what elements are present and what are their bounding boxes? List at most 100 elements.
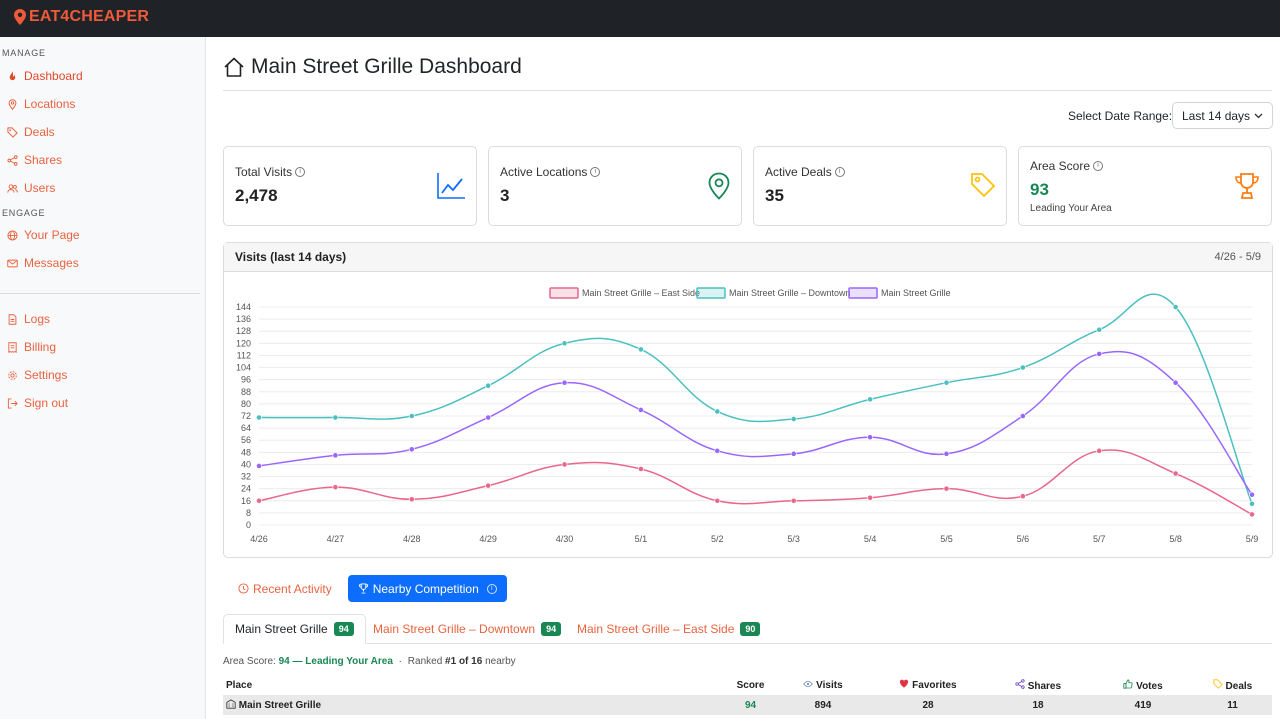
house-icon [224,57,244,77]
chart-header: Visits (last 14 days) 4/26 - 5/9 [224,243,1272,272]
data-point [1249,491,1255,498]
y-tick-label: 128 [236,326,251,336]
map-pin-icon [708,172,730,200]
x-tick-label: 5/9 [1246,534,1259,544]
sidebar-item-logs[interactable]: Logs [7,312,50,326]
sidebar-item-shares[interactable]: Shares [7,153,62,167]
title-divider [223,90,1272,91]
sidebar-item-billing[interactable]: Billing [7,340,56,354]
brand-logo[interactable]: EAT4CHEAPER [14,8,149,26]
sidebar-item-messages[interactable]: Messages [7,256,79,270]
data-point [943,379,950,386]
x-tick-label: 5/7 [1093,534,1106,544]
data-point [867,434,873,441]
series-line [258,293,1253,505]
file-icon [8,313,17,325]
y-tick-label: 24 [241,484,251,494]
table-row[interactable]: Main Street Grille 94 894 28 18 419 11 [223,695,1272,715]
competition-table: Place Score Visits Favorites Shares Vote… [223,675,1272,715]
stat-value: 3 [500,186,510,205]
score-badge: 94 [541,622,562,636]
legend-label: Main Street Grille – Downtown [729,288,851,298]
y-tick-label: 64 [241,423,251,433]
recent-activity-button[interactable]: Recent Activity [228,575,342,602]
score-badge: 90 [740,622,761,636]
visits-line-chart: 0 8 16 24 32 40 48 56 64 72 80 88 96 104 112 120 128 136 1… [236,287,1259,544]
stat-card-total-visits: Total Visits i 2,478 [223,146,477,226]
cell-votes: 419 [1093,695,1193,715]
y-tick-label: 8 [246,508,251,518]
area-score-value: 94 — Leading Your Area [278,656,393,667]
y-tick-label: 104 [236,363,251,373]
y-tick-label: 40 [241,459,251,469]
nearby-competition-button[interactable]: Nearby Competition i [347,575,507,602]
eye-icon [803,680,814,687]
cell-visits: 894 [773,695,873,715]
info-icon[interactable]: i [486,583,497,594]
x-tick-label: 5/5 [940,534,953,544]
data-point [714,447,721,454]
data-point [332,414,339,421]
info-icon[interactable]: i [295,167,306,177]
x-tick-label: 5/4 [864,534,877,544]
sidebar-item-deals[interactable]: Deals [7,125,55,139]
tab-main-street-grille[interactable]: Main Street Grille 94 [223,614,366,644]
map-marker-icon [14,9,26,25]
col-visits[interactable]: Visits [773,675,873,695]
heart-icon [900,679,909,688]
building-icon [226,699,236,709]
top-navbar: EAT4CHEAPER [0,0,1280,37]
users-icon [7,183,18,193]
tag-icon [971,173,995,197]
info-icon[interactable]: i [834,167,845,177]
sidebar-section-manage: MANAGE [2,48,46,58]
col-votes[interactable]: Votes [1093,675,1193,695]
fire-icon [9,70,16,80]
y-tick-label: 80 [241,399,251,409]
sidebar-item-locations[interactable]: Locations [7,97,75,111]
data-point [485,482,492,489]
map-pin-icon [8,98,17,110]
x-tick-label: 5/1 [635,534,648,544]
data-point [1096,447,1103,454]
col-score[interactable]: Score [736,679,765,691]
sidebar-item-users[interactable]: Users [7,181,55,195]
sidebar-item-dashboard[interactable]: Dashboard [7,69,83,83]
chart-title: Visits (last 14 days) [235,250,347,264]
tab-downtown[interactable]: Main Street Grille – Downtown 94 [362,614,572,644]
col-place[interactable]: Place [226,679,253,691]
sidebar-divider [0,293,200,294]
data-point [638,407,644,413]
table-header: Place Score Visits Favorites Shares Vote… [223,675,1272,695]
sidebar: MANAGE Dashboard Locations Deals Shares … [0,37,206,719]
sidebar-item-settings[interactable]: Settings [7,368,67,382]
rank-value: #1 of 16 [445,656,483,667]
data-point [790,416,797,422]
sidebar-item-sign-out[interactable]: Sign out [7,396,68,410]
trophy-icon [358,583,368,594]
col-shares[interactable]: Shares [983,675,1093,695]
chart-range: 4/26 - 5/9 [1214,251,1261,263]
receipt-icon [8,341,17,353]
data-point [1172,470,1179,477]
brand-name: EAT4CHEAPER [29,8,150,25]
info-icon[interactable]: i [1093,161,1104,171]
col-deals[interactable]: Deals [1193,675,1272,695]
x-tick-label: 5/6 [1017,534,1030,544]
sidebar-item-your-page[interactable]: Your Page [7,228,80,242]
data-point [408,446,415,453]
globe-icon [7,229,18,241]
col-favorites[interactable]: Favorites [873,675,983,695]
info-icon[interactable]: i [590,167,601,177]
tag-icon [1213,678,1223,689]
date-range-value: Last 14 days [1182,108,1251,123]
data-point [1249,511,1255,518]
date-range-select[interactable]: Last 14 days [1172,102,1273,129]
tab-east-side[interactable]: Main Street Grille – East Side 90 [566,614,771,644]
data-point [332,484,339,491]
stat-card-active-locations: Active Locations i 3 [488,146,742,226]
share-icon [7,154,18,166]
place-name: Main Street Grille [238,700,322,711]
legend-swatch [848,287,878,299]
data-point [943,485,950,492]
